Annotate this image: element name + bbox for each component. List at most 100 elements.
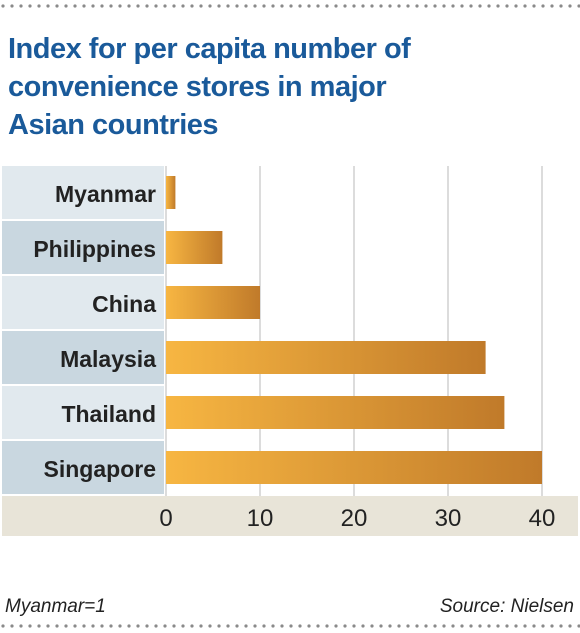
border-dot — [37, 624, 41, 628]
bottom-dotted-border — [1, 624, 580, 628]
bar-myanmar — [166, 176, 176, 209]
border-dot — [163, 4, 167, 8]
border-dot — [217, 624, 221, 628]
category-label: Thailand — [61, 401, 156, 427]
border-dot — [253, 4, 257, 8]
border-dot — [1, 624, 5, 628]
border-dot — [1, 4, 5, 8]
category-row-bg — [2, 386, 164, 439]
border-dot — [559, 624, 563, 628]
border-dot — [514, 624, 518, 628]
border-dot — [235, 624, 239, 628]
border-dot — [487, 624, 491, 628]
border-dot — [550, 4, 554, 8]
border-dot — [505, 624, 509, 628]
border-dot — [523, 624, 527, 628]
x-tick-label: 20 — [341, 505, 368, 532]
border-dot — [271, 624, 275, 628]
border-dot — [244, 4, 248, 8]
border-dot — [532, 4, 536, 8]
bar-china — [166, 286, 260, 319]
border-dot — [208, 4, 212, 8]
border-dot — [145, 4, 149, 8]
border-dot — [505, 4, 509, 8]
border-dot — [379, 4, 383, 8]
border-dot — [397, 4, 401, 8]
border-dot — [451, 4, 455, 8]
border-dot — [541, 624, 545, 628]
border-dot — [298, 4, 302, 8]
border-dot — [415, 4, 419, 8]
title-line-2: convenience stores in major — [8, 71, 387, 103]
border-dot — [280, 4, 284, 8]
category-label: Singapore — [44, 456, 156, 482]
border-dot — [541, 4, 545, 8]
border-dot — [46, 624, 50, 628]
border-dot — [406, 624, 410, 628]
border-dot — [352, 4, 356, 8]
border-dot — [325, 4, 329, 8]
border-dot — [334, 4, 338, 8]
border-dot — [190, 624, 194, 628]
border-dot — [496, 4, 500, 8]
border-dot — [64, 624, 68, 628]
border-dot — [28, 4, 32, 8]
border-dot — [145, 624, 149, 628]
border-dot — [172, 624, 176, 628]
border-dot — [433, 624, 437, 628]
border-dot — [568, 4, 572, 8]
category-label: Myanmar — [55, 181, 156, 207]
border-dot — [460, 624, 464, 628]
border-dot — [82, 624, 86, 628]
border-dot — [424, 4, 428, 8]
border-dot — [172, 4, 176, 8]
border-dot — [262, 624, 266, 628]
border-dot — [190, 4, 194, 8]
border-dot — [91, 624, 95, 628]
border-dot — [100, 624, 104, 628]
border-dot — [289, 624, 293, 628]
category-row-bg — [2, 166, 164, 219]
x-tick-label: 30 — [435, 505, 462, 532]
border-dot — [451, 624, 455, 628]
border-dot — [271, 4, 275, 8]
border-dot — [217, 4, 221, 8]
border-dot — [10, 4, 14, 8]
border-dot — [10, 624, 14, 628]
border-dot — [19, 4, 23, 8]
top-dotted-border — [1, 4, 580, 8]
border-dot — [208, 624, 212, 628]
border-dot — [388, 624, 392, 628]
x-tick-label: 10 — [247, 505, 274, 532]
border-dot — [496, 624, 500, 628]
border-dot — [379, 624, 383, 628]
x-tick-label: 0 — [159, 505, 172, 532]
border-dot — [370, 4, 374, 8]
border-dot — [487, 4, 491, 8]
border-dot — [226, 4, 230, 8]
border-dot — [118, 624, 122, 628]
chart-title: Index for per capita number of convenien… — [8, 30, 568, 144]
border-dot — [181, 624, 185, 628]
category-row-bg — [2, 276, 164, 329]
border-dot — [433, 4, 437, 8]
bar-chart: Myanmar Philippines China Malaysia Thailand S… — [2, 166, 578, 536]
border-dot — [577, 624, 580, 628]
border-dot — [154, 4, 158, 8]
border-dot — [442, 4, 446, 8]
border-dot — [343, 4, 347, 8]
border-dot — [136, 4, 140, 8]
border-dot — [460, 4, 464, 8]
border-dot — [109, 624, 113, 628]
border-dot — [388, 4, 392, 8]
border-dot — [46, 4, 50, 8]
border-dot — [262, 4, 266, 8]
border-dot — [55, 624, 59, 628]
border-dot — [28, 624, 32, 628]
category-label: Malaysia — [60, 346, 156, 372]
border-dot — [514, 4, 518, 8]
border-dot — [163, 624, 167, 628]
border-dot — [73, 624, 77, 628]
border-dot — [523, 4, 527, 8]
border-dot — [370, 624, 374, 628]
